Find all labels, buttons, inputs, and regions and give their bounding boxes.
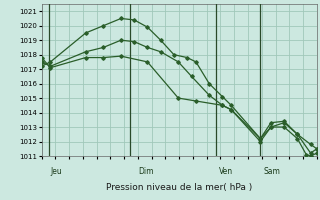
Text: Sam: Sam <box>263 167 280 176</box>
Text: Jeu: Jeu <box>50 167 62 176</box>
Text: Pression niveau de la mer( hPa ): Pression niveau de la mer( hPa ) <box>106 183 252 192</box>
Text: Ven: Ven <box>220 167 234 176</box>
Text: Dim: Dim <box>138 167 154 176</box>
